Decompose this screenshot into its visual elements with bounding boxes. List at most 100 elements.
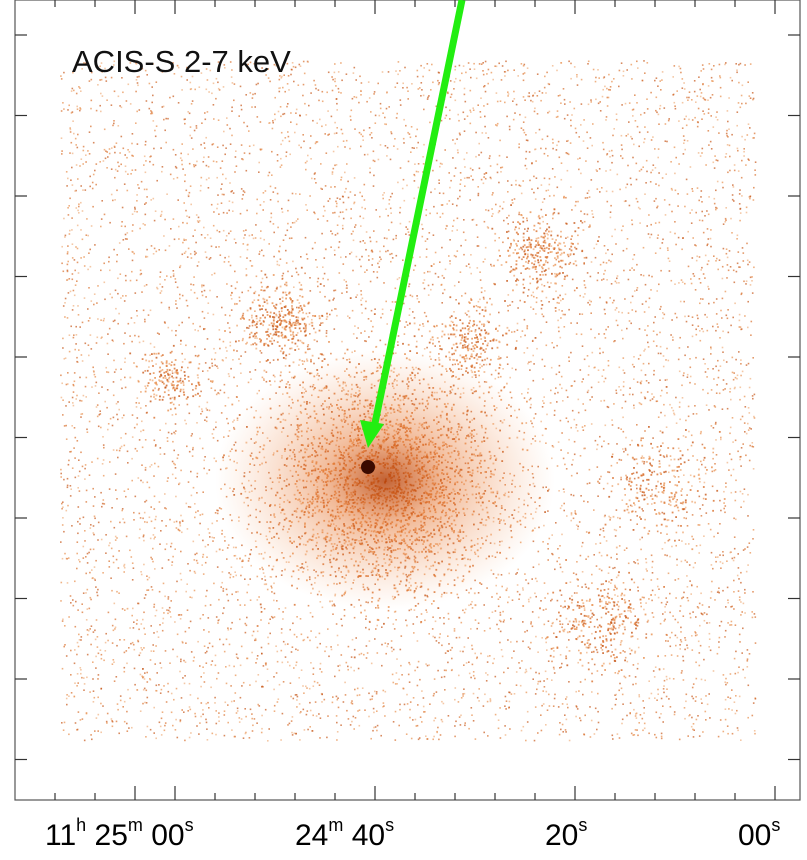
photon xyxy=(546,232,548,235)
photon xyxy=(370,737,372,740)
photon xyxy=(194,715,197,718)
photon xyxy=(420,64,422,67)
photon xyxy=(221,306,223,309)
photon xyxy=(724,636,726,638)
photon xyxy=(221,533,223,535)
photon xyxy=(753,266,755,269)
photon xyxy=(465,265,468,267)
photon xyxy=(428,664,430,666)
photon xyxy=(715,556,717,558)
photon xyxy=(484,125,486,128)
photon xyxy=(361,195,363,198)
photon xyxy=(231,729,233,731)
photon xyxy=(270,576,273,578)
photon xyxy=(202,553,205,556)
photon xyxy=(71,217,73,219)
photon xyxy=(174,165,177,168)
photon xyxy=(437,79,439,82)
photon xyxy=(88,80,91,82)
photon xyxy=(733,281,736,284)
photon xyxy=(345,139,348,142)
photon xyxy=(75,189,77,192)
photon xyxy=(127,462,129,464)
photon xyxy=(636,287,639,289)
photon xyxy=(242,560,244,562)
photon xyxy=(734,712,737,715)
photon xyxy=(252,237,255,240)
photon xyxy=(139,273,142,276)
photon xyxy=(551,598,553,601)
photon xyxy=(180,658,182,661)
photon xyxy=(256,392,259,395)
photon xyxy=(677,476,680,478)
photon xyxy=(695,211,697,214)
photon xyxy=(753,393,756,396)
photon xyxy=(534,413,537,415)
photon xyxy=(536,580,538,583)
photon xyxy=(578,521,581,523)
photon xyxy=(194,345,196,348)
photon xyxy=(282,272,285,275)
photon xyxy=(100,653,103,656)
photon xyxy=(107,611,110,614)
photon xyxy=(610,644,613,646)
photon xyxy=(276,650,279,653)
photon xyxy=(332,167,335,170)
photon xyxy=(399,320,401,322)
photon xyxy=(626,714,628,717)
photon xyxy=(559,383,561,386)
photon xyxy=(97,539,99,541)
photon xyxy=(392,623,395,625)
photon xyxy=(252,93,254,96)
photon xyxy=(718,132,720,134)
photon xyxy=(112,124,114,127)
photon xyxy=(105,720,108,723)
photon xyxy=(647,341,649,344)
photon xyxy=(203,142,206,144)
photon xyxy=(67,214,70,216)
photon xyxy=(320,163,322,165)
photon xyxy=(743,395,746,398)
photon xyxy=(182,677,184,679)
photon xyxy=(664,606,666,608)
photon xyxy=(128,151,131,153)
photon xyxy=(566,607,569,610)
photon xyxy=(397,61,400,63)
photon xyxy=(402,87,404,89)
photon xyxy=(524,228,526,230)
photon xyxy=(190,494,193,497)
photon xyxy=(131,213,134,215)
photon xyxy=(221,529,223,532)
photon xyxy=(449,316,451,319)
photon xyxy=(651,503,653,505)
photon xyxy=(618,85,620,88)
photon xyxy=(189,596,191,598)
photon xyxy=(558,557,560,559)
photon xyxy=(540,184,543,186)
photon xyxy=(253,63,255,65)
photon xyxy=(317,218,319,220)
photon xyxy=(427,284,430,287)
photon xyxy=(590,609,592,612)
photon xyxy=(103,148,106,151)
photon xyxy=(495,124,497,126)
photon xyxy=(519,113,521,116)
photon xyxy=(392,721,395,723)
photon xyxy=(710,68,713,71)
photon xyxy=(547,548,549,550)
photon xyxy=(574,204,577,207)
photon xyxy=(334,211,336,214)
photon xyxy=(477,306,479,308)
photon xyxy=(685,700,687,703)
photon xyxy=(66,263,69,266)
photon xyxy=(368,127,371,129)
photon xyxy=(548,195,551,197)
photon xyxy=(734,499,737,502)
photon xyxy=(748,427,751,429)
photon xyxy=(412,256,414,259)
photon xyxy=(71,396,74,399)
photon xyxy=(256,630,259,633)
photon xyxy=(588,189,590,192)
photon xyxy=(236,303,238,305)
photon xyxy=(75,62,78,64)
